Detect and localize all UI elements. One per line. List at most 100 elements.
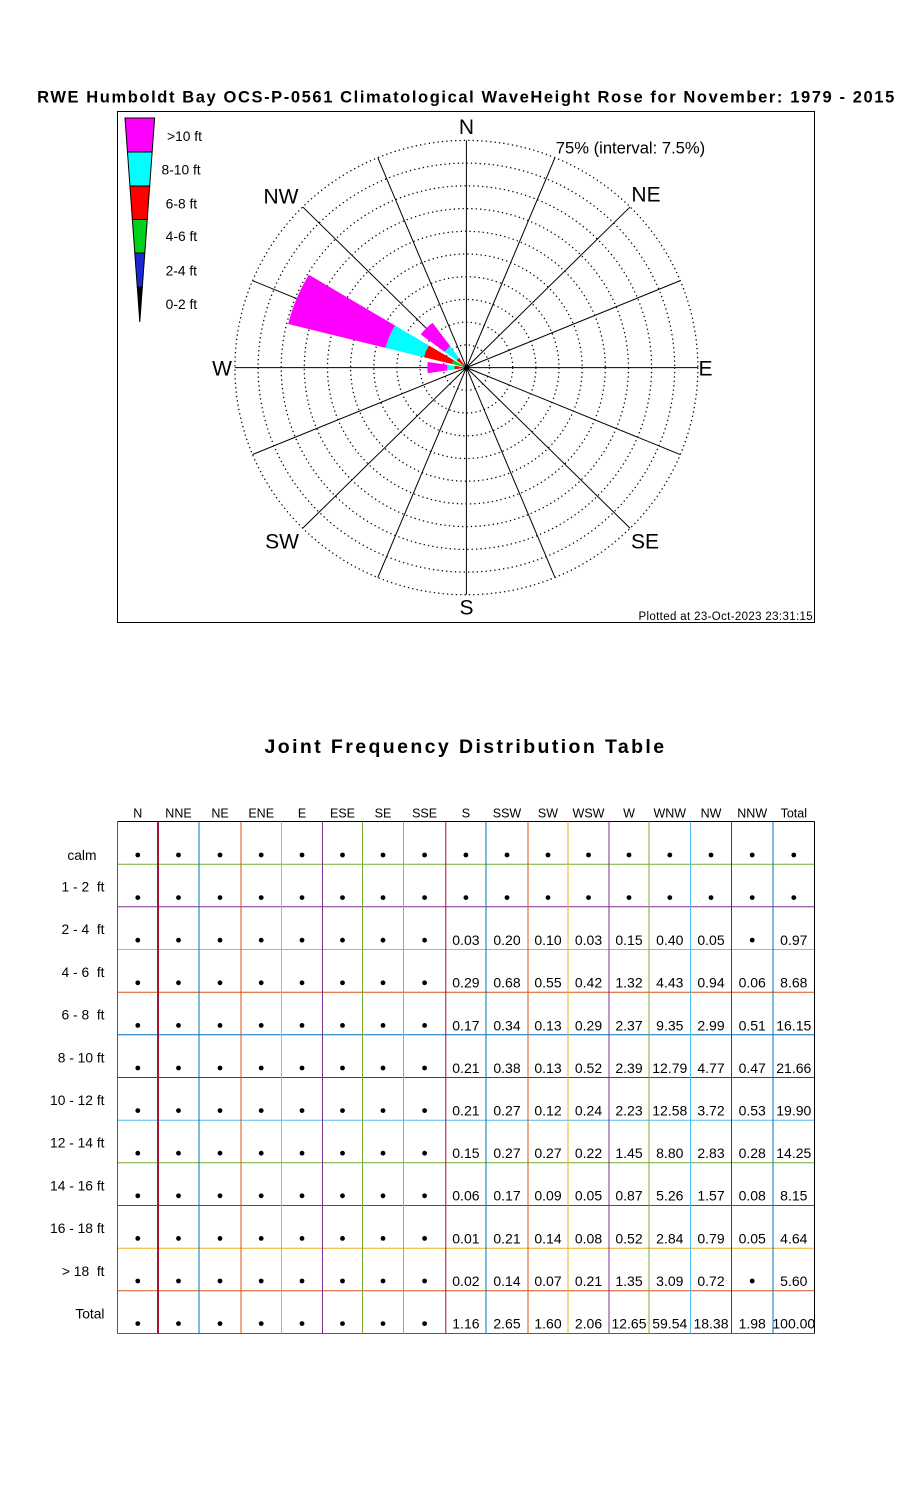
svg-text:NW: NW — [264, 186, 299, 209]
svg-text:0-2 ft: 0-2 ft — [166, 297, 198, 312]
svg-text:100.00: 100.00 — [772, 1316, 815, 1332]
svg-text:SE: SE — [375, 807, 392, 821]
svg-text:ENE: ENE — [248, 807, 274, 821]
svg-text:S: S — [459, 597, 473, 620]
svg-text:E: E — [698, 358, 712, 381]
svg-text:14 - 16 ft: 14 - 16 ft — [50, 1178, 105, 1193]
svg-text:NW: NW — [701, 807, 722, 821]
svg-text:0.03: 0.03 — [452, 932, 479, 948]
svg-text:SW: SW — [538, 807, 558, 821]
svg-text:0.55: 0.55 — [534, 975, 561, 991]
svg-text:2.06: 2.06 — [575, 1316, 602, 1332]
svg-text:5.26: 5.26 — [656, 1188, 683, 1204]
svg-text:5.60: 5.60 — [780, 1273, 807, 1289]
svg-text:WNW: WNW — [653, 807, 686, 821]
svg-text:12.58: 12.58 — [652, 1103, 687, 1119]
svg-text:0.79: 0.79 — [697, 1230, 724, 1246]
svg-text:0.13: 0.13 — [534, 1017, 561, 1033]
svg-text:2 - 4 ft: 2 - 4 ft — [62, 922, 105, 937]
svg-text:0.14: 0.14 — [493, 1273, 520, 1289]
svg-text:0.47: 0.47 — [739, 1060, 766, 1076]
svg-text:4.77: 4.77 — [697, 1060, 724, 1076]
svg-text:SSE: SSE — [412, 807, 437, 821]
svg-text:0.27: 0.27 — [534, 1145, 561, 1161]
svg-text:0.01: 0.01 — [452, 1230, 479, 1246]
svg-text:ESE: ESE — [330, 807, 355, 821]
svg-text:8-10 ft: 8-10 ft — [162, 163, 201, 178]
svg-text:8 - 10 ft: 8 - 10 ft — [58, 1050, 105, 1065]
svg-text:4-6 ft: 4-6 ft — [166, 229, 198, 244]
svg-text:NE: NE — [631, 184, 660, 207]
svg-text:0.08: 0.08 — [739, 1188, 766, 1204]
svg-text:1.98: 1.98 — [739, 1316, 766, 1332]
svg-text:NE: NE — [211, 807, 228, 821]
svg-text:2.84: 2.84 — [656, 1230, 683, 1246]
svg-text:2.39: 2.39 — [615, 1060, 642, 1076]
svg-text:RWE Humboldt Bay OCS-P-0561 Cl: RWE Humboldt Bay OCS-P-0561 Climatologic… — [37, 89, 896, 107]
svg-text:1.57: 1.57 — [697, 1188, 724, 1204]
svg-text:0.40: 0.40 — [656, 932, 683, 948]
svg-text:2.99: 2.99 — [697, 1017, 724, 1033]
svg-text:0.22: 0.22 — [575, 1145, 602, 1161]
svg-text:E: E — [298, 807, 306, 821]
svg-text:0.52: 0.52 — [575, 1060, 602, 1076]
svg-text:0.15: 0.15 — [615, 932, 642, 948]
svg-text:8.15: 8.15 — [780, 1188, 807, 1204]
svg-text:>10 ft: >10 ft — [167, 129, 202, 144]
svg-text:2.23: 2.23 — [615, 1103, 642, 1119]
svg-text:9.35: 9.35 — [656, 1017, 683, 1033]
svg-text:1.16: 1.16 — [452, 1316, 479, 1332]
svg-text:NNE: NNE — [165, 807, 191, 821]
svg-text:> 18 ft: > 18 ft — [62, 1264, 105, 1279]
svg-text:NNW: NNW — [737, 807, 767, 821]
svg-text:0.53: 0.53 — [739, 1103, 766, 1119]
svg-text:SSW: SSW — [493, 807, 522, 821]
svg-text:0.12: 0.12 — [534, 1103, 561, 1119]
svg-text:0.15: 0.15 — [452, 1145, 479, 1161]
svg-text:12.79: 12.79 — [652, 1060, 687, 1076]
svg-text:S: S — [462, 807, 470, 821]
svg-text:0.24: 0.24 — [575, 1103, 602, 1119]
svg-text:4.43: 4.43 — [656, 975, 683, 991]
svg-text:0.07: 0.07 — [534, 1273, 561, 1289]
svg-text:0.27: 0.27 — [493, 1103, 520, 1119]
svg-text:14.25: 14.25 — [776, 1145, 811, 1161]
svg-text:16 - 18 ft: 16 - 18 ft — [50, 1221, 105, 1236]
svg-text:0.34: 0.34 — [493, 1017, 520, 1033]
svg-text:3.09: 3.09 — [656, 1273, 683, 1289]
svg-text:19.90: 19.90 — [776, 1103, 811, 1119]
svg-text:0.29: 0.29 — [575, 1017, 602, 1033]
svg-text:18.38: 18.38 — [693, 1316, 728, 1332]
svg-text:W: W — [212, 358, 232, 381]
svg-text:0.28: 0.28 — [739, 1145, 766, 1161]
svg-text:0.21: 0.21 — [452, 1060, 479, 1076]
svg-text:Total: Total — [75, 1307, 104, 1322]
svg-text:0.14: 0.14 — [534, 1230, 561, 1246]
svg-text:1.32: 1.32 — [615, 975, 642, 991]
svg-text:0.06: 0.06 — [739, 975, 766, 991]
svg-text:6-8 ft: 6-8 ft — [166, 197, 198, 212]
svg-text:8.80: 8.80 — [656, 1145, 683, 1161]
svg-text:0.21: 0.21 — [575, 1273, 602, 1289]
svg-text:2.83: 2.83 — [697, 1145, 724, 1161]
svg-text:16.15: 16.15 — [776, 1017, 811, 1033]
svg-text:Plotted at 23-Oct-2023 23:31:1: Plotted at 23-Oct-2023 23:31:15 — [638, 611, 813, 623]
svg-text:W: W — [623, 807, 635, 821]
svg-text:0.10: 0.10 — [534, 932, 561, 948]
svg-text:N: N — [133, 807, 142, 821]
svg-text:0.72: 0.72 — [697, 1273, 724, 1289]
svg-text:12 - 14 ft: 12 - 14 ft — [50, 1136, 105, 1151]
svg-text:4.64: 4.64 — [780, 1230, 807, 1246]
svg-text:1.35: 1.35 — [615, 1273, 642, 1289]
svg-text:0.17: 0.17 — [493, 1188, 520, 1204]
svg-text:0.68: 0.68 — [493, 975, 520, 991]
svg-text:6 - 8 ft: 6 - 8 ft — [62, 1008, 105, 1023]
svg-text:21.66: 21.66 — [776, 1060, 811, 1076]
svg-text:0.97: 0.97 — [780, 932, 807, 948]
svg-text:SE: SE — [631, 531, 659, 554]
svg-text:8.68: 8.68 — [780, 975, 807, 991]
svg-text:0.38: 0.38 — [493, 1060, 520, 1076]
svg-text:0.05: 0.05 — [575, 1188, 602, 1204]
svg-text:0.03: 0.03 — [575, 932, 602, 948]
svg-text:0.52: 0.52 — [615, 1230, 642, 1246]
